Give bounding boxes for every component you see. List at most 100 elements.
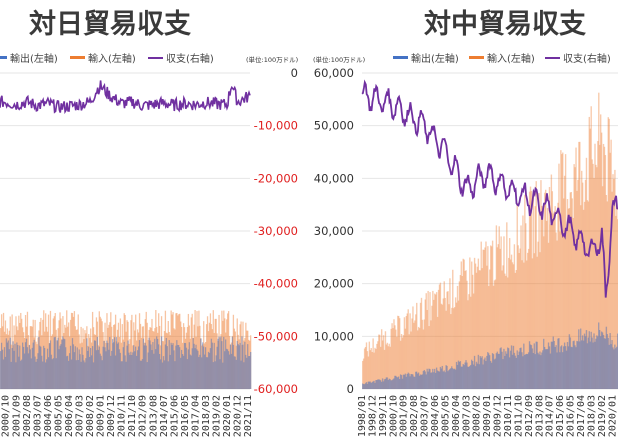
export-bar: [413, 376, 415, 389]
export-bar: [489, 355, 491, 389]
export-bar: [517, 355, 519, 389]
import-bar: [70, 312, 73, 389]
import-bar: [539, 252, 541, 389]
export-bar: [379, 379, 381, 389]
x-tick-label: 2018/03: [586, 395, 597, 437]
import-bar: [362, 358, 365, 389]
import-bar: [559, 231, 561, 389]
import-bar: [516, 203, 518, 389]
export-bar: [232, 344, 235, 389]
export-bar: [214, 361, 216, 389]
import-bar: [400, 334, 403, 389]
export-bar: [111, 350, 113, 389]
export-bar: [511, 354, 514, 389]
export-bar: [133, 345, 135, 389]
export-bar: [38, 336, 40, 389]
export-bar: [3, 347, 6, 389]
export-bar: [121, 361, 123, 389]
import-bar: [101, 321, 103, 389]
import-bar: [402, 335, 405, 389]
import-bar: [390, 328, 392, 389]
china-chart-title: 対中貿易収支: [424, 9, 586, 40]
export-bar: [176, 340, 178, 389]
export-bar: [438, 371, 441, 389]
export-bar: [538, 354, 540, 389]
export-bar: [452, 368, 454, 389]
export-bar: [92, 362, 95, 389]
export-bar: [160, 336, 163, 389]
export-bar: [445, 365, 447, 389]
export-bar: [381, 378, 384, 389]
import-bar: [397, 315, 399, 389]
export-bar: [112, 339, 114, 389]
export-bar: [444, 372, 446, 389]
x-tick-label: 2009/01: [96, 395, 107, 437]
export-bar: [237, 344, 239, 389]
export-bar: [150, 344, 152, 389]
import-bar: [486, 265, 488, 389]
import-bar: [526, 252, 529, 389]
export-bar: [500, 347, 502, 389]
export-bar: [184, 343, 187, 389]
export-bar: [375, 380, 377, 389]
import-bar: [412, 306, 414, 389]
export-bar: [149, 340, 151, 389]
export-bar: [521, 352, 523, 389]
import-bar: [365, 342, 368, 389]
import-bar: [478, 270, 481, 389]
export-bar: [461, 366, 463, 389]
export-bar: [534, 354, 536, 389]
export-bar: [369, 381, 371, 389]
import-bar: [554, 206, 556, 389]
import-bar: [482, 249, 484, 389]
export-bar: [39, 345, 41, 389]
export-bar: [457, 360, 460, 389]
import-bar: [180, 321, 182, 389]
export-bar: [543, 338, 545, 389]
import-bar: [510, 254, 513, 389]
import-bar: [612, 174, 614, 389]
export-bar: [602, 334, 605, 389]
import-bar: [205, 324, 208, 389]
export-bar: [496, 351, 499, 389]
export-bar: [108, 349, 110, 389]
export-bar: [366, 383, 369, 389]
export-bar: [478, 364, 481, 389]
export-bar: [519, 348, 521, 389]
export-bar: [52, 358, 54, 389]
x-tick-label: 2013/08: [534, 395, 545, 437]
export-bar: [372, 381, 374, 389]
export-bar: [226, 348, 228, 389]
import-bar: [534, 206, 536, 389]
export-bar: [554, 347, 556, 389]
export-bar: [466, 362, 468, 389]
x-tick-label: 2013/08: [148, 395, 159, 437]
export-bar: [419, 374, 422, 389]
export-bar: [397, 377, 399, 389]
import-bar: [446, 291, 448, 389]
export-bar: [0, 342, 3, 389]
import-bar: [557, 202, 559, 389]
export-bar: [601, 332, 604, 389]
export-bar: [79, 354, 81, 389]
export-bar: [616, 346, 618, 389]
import-bar: [30, 326, 32, 389]
export-bar: [553, 340, 555, 389]
import-bar: [380, 346, 382, 389]
import-bar: [599, 114, 602, 390]
import-bar: [427, 290, 429, 389]
export-bar: [523, 343, 525, 389]
import-bar: [592, 163, 594, 389]
export-bar: [513, 352, 516, 389]
export-bar: [407, 372, 409, 389]
export-bar: [582, 340, 585, 389]
export-bar: [216, 346, 218, 389]
export-bar: [170, 342, 172, 389]
export-bar: [383, 379, 386, 389]
export-bar: [611, 340, 613, 389]
legend-import-swatch: [70, 56, 85, 59]
import-bar: [512, 264, 515, 389]
import-bar: [416, 330, 419, 389]
import-bar: [553, 211, 555, 389]
